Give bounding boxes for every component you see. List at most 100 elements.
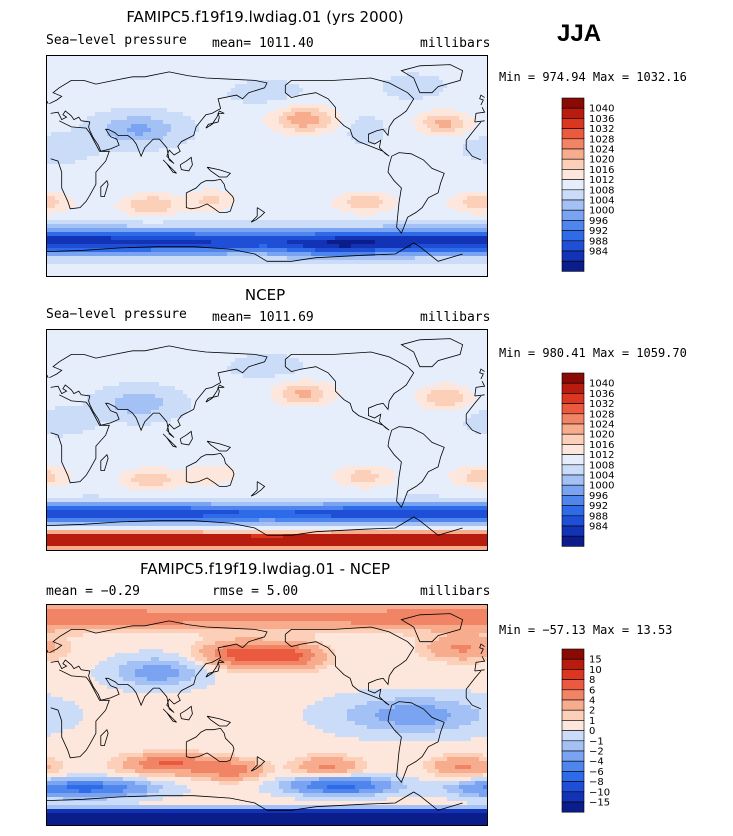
- field-cell: [199, 184, 203, 188]
- field-cell: [395, 88, 399, 92]
- field-cell: [195, 104, 199, 108]
- field-cell: [483, 200, 487, 204]
- field-cell: [295, 212, 299, 216]
- field-cell: [407, 160, 411, 164]
- field-cell: [171, 76, 175, 80]
- field-cell: [459, 100, 463, 104]
- field-cell: [227, 96, 231, 100]
- field-cell: [179, 172, 183, 176]
- field-cell: [51, 192, 55, 196]
- field-cell: [111, 96, 115, 100]
- field-cell: [431, 216, 435, 220]
- field-cell: [99, 132, 103, 136]
- field-cell: [275, 176, 279, 180]
- field-cell: [259, 184, 263, 188]
- field-cell: [115, 140, 119, 144]
- field-cell: [219, 200, 223, 204]
- field-cell: [307, 104, 311, 108]
- field-cell: [123, 132, 127, 136]
- field-cell: [447, 188, 451, 192]
- field-cell: [203, 176, 207, 180]
- field-cell: [59, 84, 63, 88]
- field-cell: [111, 172, 115, 176]
- field-cell: [167, 192, 171, 196]
- field-cell: [147, 168, 151, 172]
- field-cell: [87, 88, 91, 92]
- field-cell: [139, 68, 143, 72]
- field-cell: [55, 152, 59, 156]
- field-cell: [259, 160, 263, 164]
- field-cell: [271, 228, 275, 232]
- field-cell: [171, 132, 175, 136]
- field-cell: [307, 200, 311, 204]
- field-cell: [47, 152, 51, 156]
- field-cell: [355, 60, 359, 64]
- field-cell: [223, 124, 227, 128]
- field-cell: [315, 140, 319, 144]
- field-cell: [355, 216, 359, 220]
- field-cell: [175, 116, 179, 120]
- field-cell: [183, 80, 187, 84]
- field-cell: [187, 112, 191, 116]
- field-cell: [147, 88, 151, 92]
- field-cell: [287, 112, 291, 116]
- field-cell: [399, 92, 403, 96]
- field-cell: [351, 140, 355, 144]
- field-cell: [319, 136, 323, 140]
- field-cell: [447, 96, 451, 100]
- field-cell: [51, 168, 55, 172]
- field-cell: [99, 220, 103, 224]
- field-cell: [259, 224, 263, 228]
- field-cell: [119, 112, 123, 116]
- field-cell: [103, 60, 107, 64]
- field-cell: [451, 128, 455, 132]
- field-cell: [87, 92, 91, 96]
- field-cell: [331, 156, 335, 160]
- field-cell: [363, 208, 367, 212]
- field-cell: [471, 224, 475, 228]
- field-cell: [123, 208, 127, 212]
- field-cell: [63, 72, 67, 76]
- field-cell: [255, 148, 259, 152]
- field-cell: [67, 100, 71, 104]
- field-cell: [455, 136, 459, 140]
- field-cell: [387, 120, 391, 124]
- field-cell: [215, 216, 219, 220]
- field-cell: [323, 188, 327, 192]
- field-cell: [223, 128, 227, 132]
- field-cell: [255, 140, 259, 144]
- field-cell: [239, 152, 243, 156]
- field-cell: [355, 104, 359, 108]
- field-cell: [59, 188, 63, 192]
- field-cell: [471, 232, 475, 236]
- field-cell: [387, 56, 391, 60]
- field-cell: [451, 184, 455, 188]
- field-cell: [439, 196, 443, 200]
- field-cell: [339, 228, 343, 232]
- field-cell: [191, 160, 195, 164]
- field-cell: [395, 144, 399, 148]
- field-cell: [279, 116, 283, 120]
- field-cell: [59, 148, 63, 152]
- field-cell: [407, 144, 411, 148]
- field-cell: [351, 128, 355, 132]
- field-cell: [283, 108, 287, 112]
- field-cell: [135, 204, 139, 208]
- field-cell: [131, 224, 135, 228]
- field-cell: [79, 172, 83, 176]
- field-cell: [435, 80, 439, 84]
- field-cell: [307, 228, 311, 232]
- field-cell: [215, 56, 219, 60]
- field-cell: [219, 84, 223, 88]
- field-cell: [431, 164, 435, 168]
- field-cell: [287, 172, 291, 176]
- field-cell: [315, 120, 319, 124]
- field-cell: [415, 124, 419, 128]
- field-cell: [231, 112, 235, 116]
- field-cell: [439, 108, 443, 112]
- field-cell: [83, 196, 87, 200]
- field-cell: [79, 156, 83, 160]
- field-cell: [131, 216, 135, 220]
- field-cell: [231, 224, 235, 228]
- field-cell: [67, 72, 71, 76]
